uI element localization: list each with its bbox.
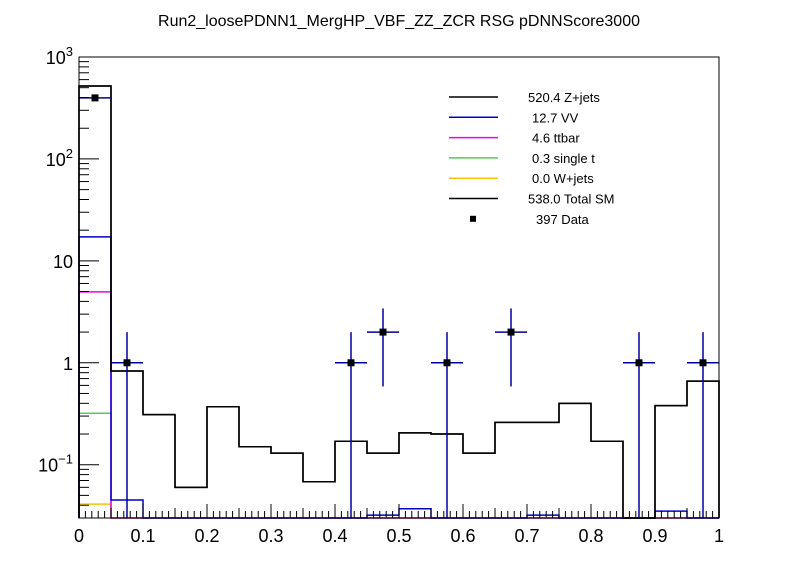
legend: 520.4 Z+jets 12.7 VV 4.6 ttbar 0.3 single t…	[449, 90, 614, 227]
y-tick-label: 10−1	[38, 452, 73, 476]
y-tick-label: 103	[46, 44, 73, 68]
data-point	[379, 328, 387, 336]
plot-area: 0 0.1 0.2 0.3 0.4 0.5 0.6 0.7 0.8 0.9 110310210110…	[38, 44, 724, 546]
legend-label: 0.3 single t	[532, 151, 595, 166]
legend-label: 397 Data	[536, 212, 590, 227]
chart-title: Run2_loosePDNN1_MergHP_VBF_ZZ_ZCR RSG pD…	[158, 13, 640, 30]
legend-label: 538.0 Total SM	[528, 192, 614, 207]
data-point	[123, 359, 131, 367]
x-tick-label: 0.7	[514, 526, 539, 546]
data-point	[699, 359, 707, 367]
x-tick-label: 0.3	[258, 526, 283, 546]
data-point	[347, 359, 355, 367]
data-point	[443, 359, 451, 367]
x-tick-label: 0.4	[322, 526, 347, 546]
y-tick-label: 10	[53, 252, 73, 272]
data-point	[507, 328, 515, 336]
x-tick-label: 0.9	[642, 526, 667, 546]
x-tick-label: 0.5	[386, 526, 411, 546]
x-tick-label: 0.6	[450, 526, 475, 546]
x-tick-label: 1	[714, 526, 724, 546]
legend-label: 4.6 ttbar	[532, 131, 580, 146]
data-point	[635, 359, 643, 367]
y-tick-label: 1	[63, 354, 73, 374]
series-total-sm	[78, 85, 720, 519]
legend-label: 12.7 VV	[532, 110, 579, 125]
legend-swatch-data	[470, 215, 476, 222]
x-tick-label: 0	[74, 526, 84, 546]
data-point	[91, 94, 99, 102]
x-tick-label: 0.8	[578, 526, 603, 546]
x-tick-label: 0.2	[194, 526, 219, 546]
y-tick-label: 102	[46, 146, 73, 170]
legend-label: 520.4 Z+jets	[528, 90, 600, 105]
x-tick-label: 0.1	[130, 526, 155, 546]
legend-label: 0.0 W+jets	[532, 171, 594, 186]
